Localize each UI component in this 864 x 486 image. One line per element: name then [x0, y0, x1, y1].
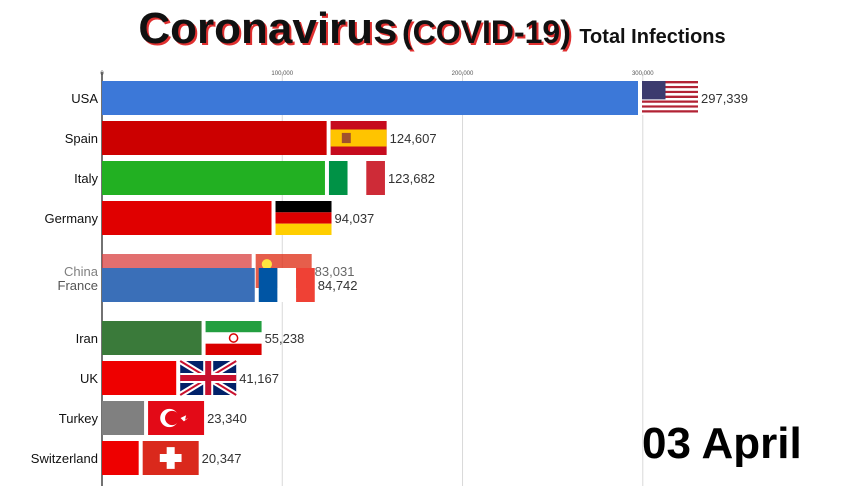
category-label: Iran	[76, 331, 98, 346]
us-flag-icon	[642, 81, 698, 115]
title-sub: (COVID-19)	[401, 14, 571, 50]
bar-iran	[102, 321, 202, 355]
bars: USA 297,339 Spain 124,607 Italy 123,682 German…	[31, 81, 748, 475]
bar-spain	[102, 121, 327, 155]
italy-flag-icon	[328, 161, 385, 195]
category-label: Germany	[45, 211, 99, 226]
value-label: 55,238	[265, 331, 305, 346]
bar-row-spain: Spain 124,607	[65, 121, 437, 155]
spain-flag-icon	[330, 121, 387, 155]
category-label: Italy	[74, 171, 98, 186]
category-label: Turkey	[59, 411, 99, 426]
bar-row-italy: Italy 123,682	[74, 161, 435, 195]
bar-row-france: France 84,742	[58, 268, 358, 302]
category-label: UK	[80, 371, 98, 386]
value-label: 83,031	[315, 264, 355, 279]
bar-italy	[102, 161, 325, 195]
bar-row-germany: Germany 94,037	[45, 201, 375, 235]
bar-row-usa: USA 297,339	[71, 81, 748, 115]
france-flag-icon	[258, 268, 315, 302]
bar-row-iran: Iran 55,238	[76, 321, 305, 355]
category-label: France	[58, 278, 98, 293]
bar-usa	[102, 81, 638, 115]
date-label: 03 April	[642, 419, 802, 468]
value-label: 297,339	[701, 91, 748, 106]
iran-flag-icon	[205, 321, 262, 355]
x-tick-label: 200,000	[452, 71, 474, 77]
x-tick-label: 100,000	[271, 71, 293, 77]
category-label: Spain	[65, 131, 98, 146]
category-label: USA	[71, 91, 98, 106]
bar-uk	[102, 361, 177, 395]
x-tick-label: 300,000	[632, 71, 654, 77]
category-label: Switzerland	[31, 451, 98, 466]
turkey-flag-icon	[148, 401, 205, 435]
bar-row-turkey: Turkey 23,340	[59, 401, 247, 435]
value-label: 20,347	[202, 451, 242, 466]
bar-switzerland	[102, 441, 139, 475]
bar-turkey	[102, 401, 145, 435]
title-main: Coronavirus	[138, 4, 398, 53]
value-label: 94,037	[335, 211, 375, 226]
value-label: 123,682	[388, 171, 435, 186]
germany-flag-icon	[275, 201, 332, 235]
bar-germany	[102, 201, 272, 235]
chart-title: Coronavirus (COVID-19) Total Infections	[0, 4, 864, 54]
bar-row-switzerland: Switzerland 20,347	[31, 441, 242, 475]
title-tag: Total Infections	[579, 26, 726, 48]
bar-france	[102, 268, 255, 302]
value-label: 84,742	[318, 278, 358, 293]
bar-row-uk: UK 41,167	[80, 358, 279, 398]
uk-flag-icon	[178, 358, 238, 398]
category-label: China	[64, 264, 99, 279]
value-label: 124,607	[390, 131, 437, 146]
switzerland-flag-icon	[142, 441, 199, 475]
value-label: 41,167	[239, 371, 279, 386]
value-label: 23,340	[207, 411, 247, 426]
